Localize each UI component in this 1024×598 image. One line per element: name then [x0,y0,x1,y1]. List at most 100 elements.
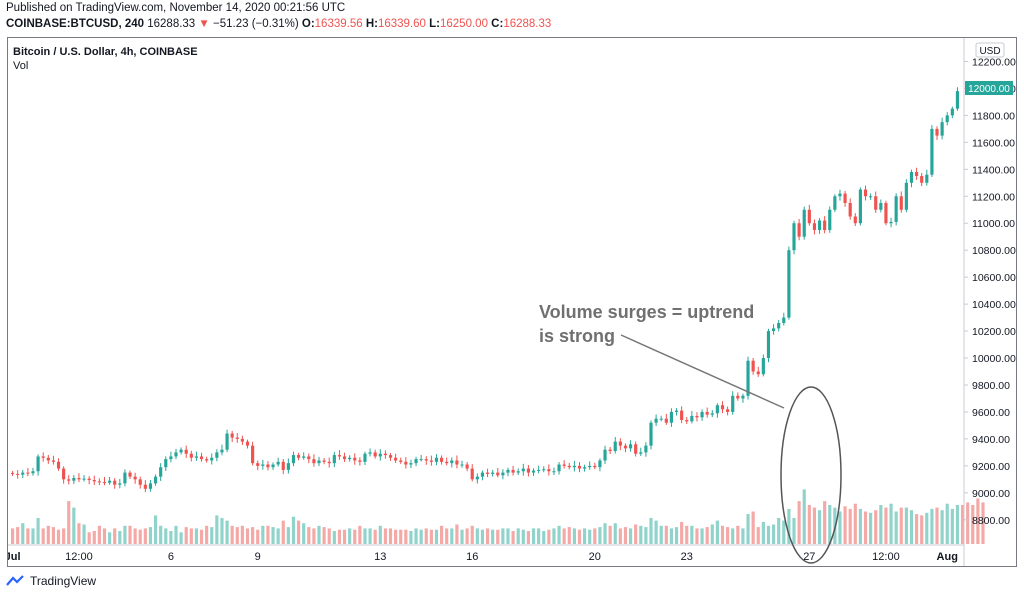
candle-body [455,460,459,465]
volume-bar [782,520,786,544]
volume-bar [51,527,55,544]
candle-body [889,221,893,224]
candle-body [82,478,86,480]
time-tick-label: 23 [681,551,693,563]
candle-body [506,469,510,473]
volume-bar [690,525,694,544]
volume-bar [475,528,479,544]
price-tick-label: 12200.00 [972,56,1016,68]
candle-body [475,476,479,480]
price-tick-label: 11800.00 [972,110,1015,122]
currency-button[interactable] [975,42,1005,58]
price-tick-label: 10000.00 [972,353,1016,365]
candle-body [572,465,576,468]
candle-body [664,418,668,423]
time-tick-label: 12:00 [872,551,900,563]
footer-brand[interactable]: TradingView [6,574,96,588]
volume-bar [521,529,525,544]
candle-body [925,174,929,183]
candle-body [419,459,423,461]
candle-body [771,328,776,332]
chart-frame[interactable]: 12200.00 12000.00 11800.00 11600.00 11400.00… [7,37,1017,567]
volume-bar [771,524,776,544]
volume-bar [36,518,40,544]
volume-bar [470,525,474,544]
low-label: L: [429,18,440,30]
candle-body [383,453,387,456]
candle-body [41,456,45,458]
candle-body [373,452,377,457]
volume-bar [445,528,449,544]
volume-bar [960,505,965,544]
candle-body [133,476,137,480]
volume-bar [240,525,244,544]
candle-body [143,484,147,489]
candle-body [485,472,490,474]
volume-bar [945,503,949,544]
volume-bar [307,527,311,544]
candle-body [10,472,15,474]
candle-body [210,457,214,461]
volume-bar [496,529,500,544]
volume-bar [598,527,602,544]
candle-body [930,128,934,175]
candle-body [164,459,168,468]
price-chart[interactable]: 12200.00 12000.00 11800.00 11600.00 11400.00… [8,38,1016,566]
candle-body [342,456,347,460]
volume-bar [639,525,643,544]
currency-label[interactable]: USD [979,46,1000,57]
candle-body [736,395,740,399]
candle-body [950,108,954,116]
volume-bar [547,529,551,544]
price-tick-label: 9800.00 [972,380,1010,392]
volume-bar [715,520,719,544]
candle-body [189,453,193,458]
volume-bar [669,528,674,544]
candle-body [388,455,393,458]
candle-body [348,457,352,460]
volume-bar [337,529,342,544]
volume-bar [777,518,781,544]
candle-body [583,467,587,469]
candle-body [858,189,862,224]
volume-bar [404,529,408,544]
volume-bar [966,502,970,544]
candle-body [726,409,730,412]
volume-bar [235,527,239,544]
candle-body [302,456,306,458]
candle-body [271,464,275,468]
price-tick-label: 11400.00 [972,164,1015,176]
volume-bar [205,525,209,544]
volume-bar [950,508,954,544]
candle-body [761,358,765,375]
volume-bar [766,525,771,544]
candle-body [286,463,290,470]
volume-bar [261,525,265,544]
volume-bar [291,516,296,544]
candle-body [634,444,638,454]
candle-body [547,469,551,472]
volume-bar [848,508,852,544]
candle-body [434,457,439,462]
candle-body [613,441,617,452]
candle-body [46,457,50,461]
volume-bar [909,510,914,544]
volume-bar [823,501,827,544]
time-tick-label: 6 [168,551,174,563]
candle-body [884,203,888,224]
candle-body [276,461,280,465]
candle-body [526,468,530,473]
candle-body [557,464,561,472]
candle-body [833,196,837,210]
candle-body [87,478,91,481]
candle-body [21,472,25,475]
volume-bar [741,528,745,544]
volume-bar [169,531,173,544]
candle-body [603,449,607,461]
candle-body [782,317,786,323]
candle-body [874,196,878,210]
volume-bar [603,523,607,544]
candle-body [138,479,142,485]
time-tick-label: 9 [255,551,261,563]
price-tick-label: 10800.00 [972,245,1016,257]
